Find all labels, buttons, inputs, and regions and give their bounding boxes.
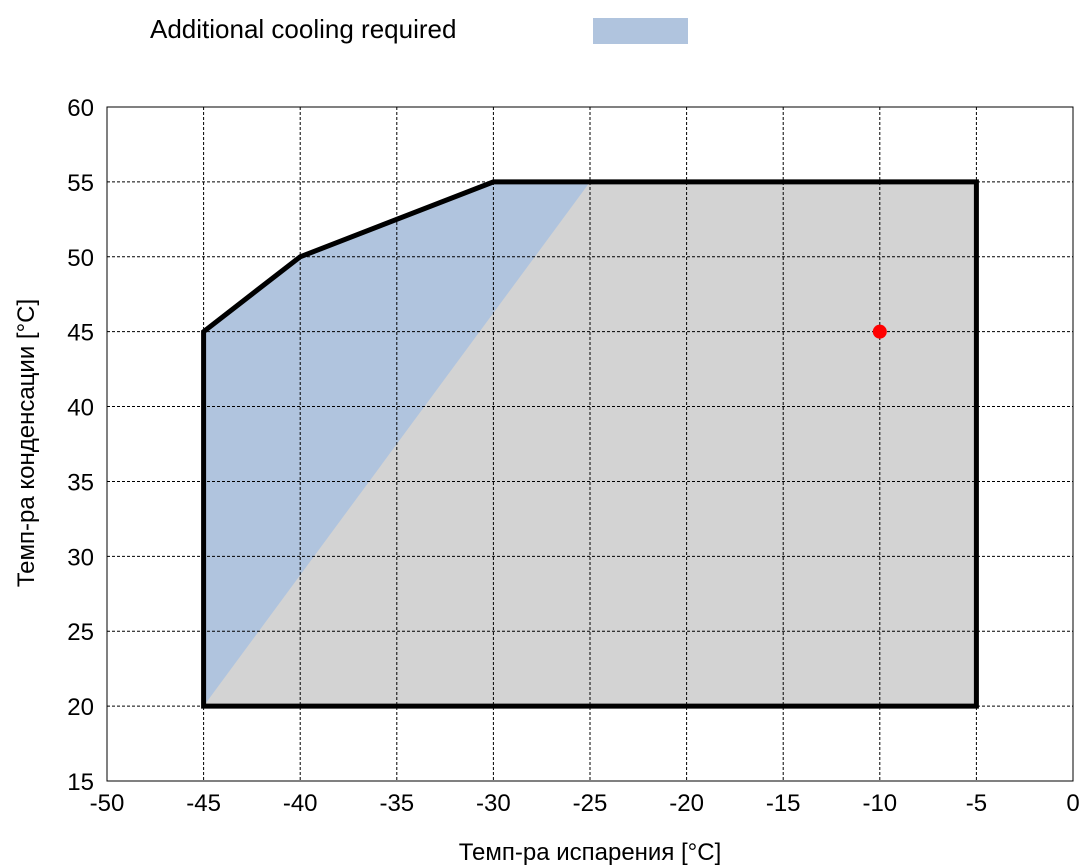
y-tick-label: 30 — [67, 544, 94, 571]
y-tick-labels: 15 20 25 30 35 40 45 50 55 60 — [67, 95, 94, 796]
operating-point — [872, 324, 887, 339]
x-tick-label: -25 — [573, 790, 608, 817]
x-tick-label: -40 — [283, 790, 318, 817]
y-tick-label: 15 — [67, 769, 94, 796]
y-tick-label: 25 — [67, 619, 94, 646]
y-tick-label: 50 — [67, 245, 94, 272]
y-tick-label: 45 — [67, 320, 94, 347]
x-tick-label: -10 — [862, 790, 897, 817]
x-tick-label: -20 — [669, 790, 704, 817]
legend-swatch-additional-cooling — [593, 18, 688, 44]
x-tick-label: -50 — [90, 790, 125, 817]
x-tick-label: -30 — [476, 790, 511, 817]
legend-label-additional-cooling: Additional cooling required — [150, 14, 456, 44]
y-axis-title: Темп-ра конденсации [°C] — [13, 299, 40, 587]
x-tick-label: -15 — [766, 790, 801, 817]
x-tick-labels: -50 -45 -40 -35 -30 -25 -20 -15 -10 -5 0 — [90, 790, 1080, 817]
x-tick-label: -5 — [966, 790, 987, 817]
y-tick-label: 60 — [67, 95, 94, 122]
y-tick-label: 35 — [67, 469, 94, 496]
y-tick-label: 20 — [67, 694, 94, 721]
y-tick-label: 55 — [67, 170, 94, 197]
y-tick-label: 40 — [67, 395, 94, 422]
legend: Additional cooling required — [150, 14, 688, 44]
x-tick-label: -45 — [186, 790, 221, 817]
x-axis-title: Темп-ра испарения [°C] — [459, 839, 722, 866]
points-group — [872, 324, 887, 339]
x-tick-label: -35 — [379, 790, 414, 817]
x-tick-label: 0 — [1066, 790, 1079, 817]
envelope-outline — [201, 179, 979, 709]
plot-frame — [106, 106, 1074, 782]
envelope-outline-group — [201, 179, 979, 709]
